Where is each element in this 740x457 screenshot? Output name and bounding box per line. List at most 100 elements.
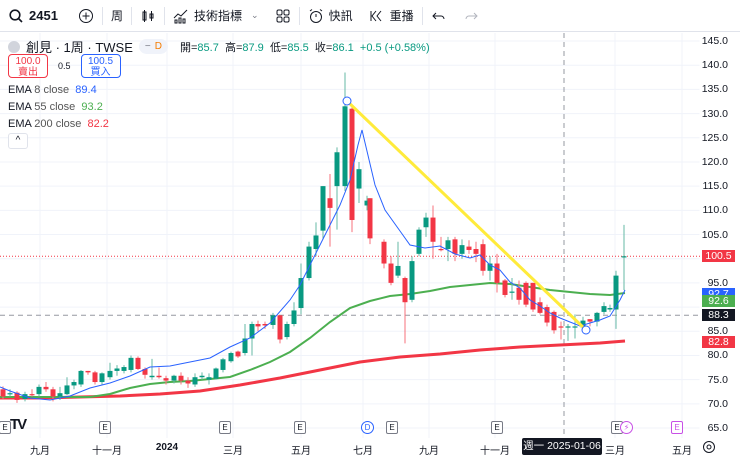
price-label: 82.8	[702, 335, 735, 348]
symbol-search-button[interactable]: 2451	[0, 0, 70, 32]
price-tick: 105.0	[701, 228, 728, 241]
price-tick: 145.0	[701, 35, 728, 47]
alerts-button[interactable]: 快訊	[300, 0, 361, 32]
price-label: 88.3	[702, 309, 735, 322]
price-tick: 110.0	[702, 204, 729, 217]
replay-button[interactable]: 重播	[361, 0, 422, 32]
price-label: 92.6	[702, 295, 735, 308]
indicator-ema55[interactable]: EMA 55 close 93.2	[8, 101, 103, 113]
compare-symbol-button[interactable]	[70, 0, 102, 32]
sell-button[interactable]: 100.0 賣出	[8, 54, 48, 78]
symbol-logo	[8, 40, 20, 53]
time-tick: 七月	[353, 446, 373, 457]
price-tick: 140.0	[701, 59, 728, 72]
time-tick: 十一月	[92, 446, 122, 457]
collapse-legend-button[interactable]: ^	[8, 133, 28, 149]
spread-value: 0.5	[58, 61, 71, 71]
earnings-event-icon[interactable]: E	[671, 421, 683, 434]
time-tick: 三月	[223, 446, 243, 457]
indicator-name: EMA	[8, 118, 32, 130]
indicators-icon	[173, 9, 188, 23]
time-tick: 九月	[419, 446, 439, 457]
interval-label: 周	[111, 9, 124, 23]
indicator-value: 82.2	[87, 118, 109, 130]
divider	[131, 6, 133, 25]
time-tick: 2024	[155, 442, 179, 453]
price-tick: 115.0	[702, 180, 729, 193]
chart-legend: 創見 · 1周 · TWSE − D 開=85.7 高=87.9 低=85.5 收…	[8, 37, 430, 56]
time-tick: 三月	[605, 446, 625, 457]
earnings-event-icon[interactable]: E	[386, 421, 398, 434]
earnings-event-icon[interactable]: E	[294, 421, 306, 434]
indicators-label: 技術指標	[194, 9, 243, 23]
divider	[164, 6, 166, 25]
search-icon	[9, 8, 23, 23]
interval-button[interactable]: 周	[103, 0, 131, 32]
indicator-name: EMA	[8, 84, 32, 96]
undo-button[interactable]	[423, 0, 455, 32]
earnings-event-icon[interactable]: E	[491, 421, 503, 434]
change-value: +0.5 (+0.58%)	[359, 41, 430, 54]
price-tick: 135.0	[701, 83, 728, 96]
redo-button[interactable]	[455, 0, 487, 32]
sell-price: 100.0	[15, 56, 41, 67]
price-tick: 75.0	[707, 373, 728, 386]
tradingview-logo[interactable]: TV	[10, 416, 27, 433]
badge-d: D	[154, 41, 162, 52]
symbol-label: 2451	[29, 8, 58, 23]
low-key: 低=	[269, 41, 288, 54]
indicator-ema200[interactable]: EMA 200 close 82.2	[8, 118, 109, 130]
buy-price: 100.5	[88, 56, 114, 67]
time-tick: 五月	[672, 446, 692, 457]
buy-label: 買入	[90, 67, 111, 78]
replay-icon	[370, 10, 381, 21]
price-tick: 130.0	[701, 107, 728, 120]
dividend-badge[interactable]: − D	[138, 39, 168, 54]
indicator-params: 55 close	[34, 101, 76, 113]
earnings-event-icon[interactable]: E	[219, 421, 231, 434]
price-tick: 85.0	[707, 325, 728, 338]
price-tick: 120.0	[701, 155, 728, 168]
open-value: 85.7	[197, 41, 219, 54]
close-key: 收=	[314, 41, 333, 54]
divider	[421, 6, 423, 25]
layout-grid-icon	[276, 9, 290, 22]
indicator-params: 8 close	[34, 84, 70, 96]
low-value: 85.5	[287, 41, 309, 54]
chevron-down-icon[interactable]: ⌄	[251, 10, 259, 20]
high-key: 高=	[224, 41, 243, 54]
price-tick: 70.0	[707, 397, 728, 410]
split-event-icon[interactable]: ⚡	[620, 421, 633, 434]
trade-buttons: 100.0 賣出 0.5 100.5 買入	[8, 54, 121, 78]
indicators-button[interactable]: 技術指標 ⌄	[165, 0, 267, 32]
earnings-event-icon[interactable]: E	[0, 421, 11, 434]
indicator-ema8[interactable]: EMA 8 close 89.4	[8, 84, 97, 96]
add-icon	[79, 8, 93, 23]
price-tick: 125.0	[701, 131, 728, 144]
settings-icon[interactable]	[702, 440, 716, 454]
symbol-title[interactable]: 創見 · 1周 · TWSE	[26, 40, 133, 55]
dividend-event-icon[interactable]: D	[361, 421, 374, 434]
crosshair-date-label: 週一 2025-01-06	[522, 438, 602, 455]
buy-button[interactable]: 100.5 買入	[80, 54, 121, 78]
time-tick: 十一月	[480, 446, 510, 457]
alarm-icon	[309, 8, 322, 23]
close-value: 86.1	[332, 41, 354, 54]
top-toolbar: 2451 周 技術指標 ⌄ 快訊 重播	[0, 0, 740, 32]
layout-button[interactable]	[267, 0, 299, 32]
earnings-event-icon[interactable]: E	[99, 421, 111, 434]
indicator-params: 200 close	[34, 118, 82, 130]
price-tick: 95.0	[707, 276, 728, 289]
price-tick: 80.0	[707, 349, 728, 362]
undo-icon	[431, 12, 445, 19]
price-tick: 65.0	[707, 422, 728, 434]
ohlc-values: 開=85.7 高=87.9 低=85.5 收=86.1 +0.5 (+0.58%…	[180, 39, 430, 55]
time-tick: 九月	[30, 446, 50, 457]
chart-type-button[interactable]	[132, 0, 164, 32]
indicator-value: 93.2	[81, 101, 103, 113]
divider	[102, 6, 103, 25]
replay-label: 重播	[389, 9, 414, 23]
divider	[298, 6, 300, 25]
indicator-value: 89.4	[75, 84, 97, 96]
